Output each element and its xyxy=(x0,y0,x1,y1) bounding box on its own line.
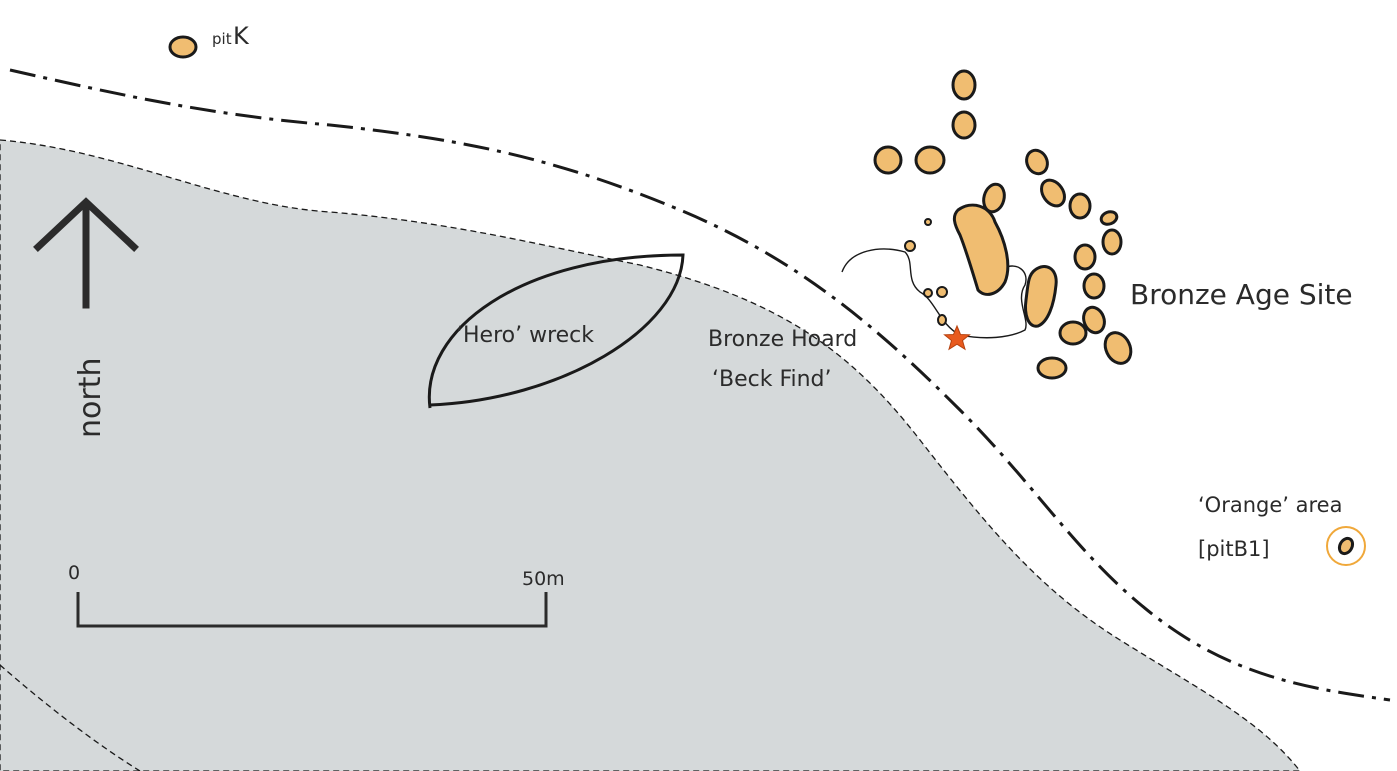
pit xyxy=(1025,148,1049,176)
pit xyxy=(914,145,946,175)
star-icon xyxy=(943,324,971,351)
pit xyxy=(1068,192,1092,220)
pit xyxy=(951,69,977,101)
pit-k-label: K xyxy=(233,22,250,50)
small-pit xyxy=(904,240,916,252)
pit xyxy=(1036,356,1068,380)
bronze-age-site-label: Bronze Age Site xyxy=(1130,278,1353,311)
hero-wreck-label: ‘Hero’ wreck xyxy=(456,323,594,348)
orange-area-pit-label: [pitB1] xyxy=(1198,537,1270,561)
pit xyxy=(1073,243,1097,271)
pit xyxy=(873,145,903,175)
hero-wreck-outline xyxy=(427,253,685,409)
pit-k-label-sub: pit xyxy=(212,30,232,48)
pit xyxy=(1082,305,1106,335)
small-pit xyxy=(923,288,933,298)
scale-bar xyxy=(76,592,548,628)
pit xyxy=(1082,272,1106,300)
scale-start-label: 0 xyxy=(68,562,80,584)
small-pit xyxy=(937,314,947,326)
beck-find-label: ‘Beck Find’ xyxy=(712,367,832,392)
boundary-line xyxy=(9,68,1391,702)
bronze-hoard-label: Bronze Hoard xyxy=(708,327,857,352)
bronze-age-site-pits xyxy=(873,69,1133,380)
pit xyxy=(1101,228,1123,256)
pit-k xyxy=(168,35,198,59)
north-arrow-icon xyxy=(33,197,139,309)
orange-area-label: ‘Orange’ area xyxy=(1198,493,1342,517)
large-pit xyxy=(952,203,1010,296)
orange-area-ring xyxy=(1326,526,1366,566)
north-label: north xyxy=(73,358,108,438)
pit xyxy=(1099,210,1119,226)
pit xyxy=(951,110,977,140)
small-pit xyxy=(936,286,948,298)
orange-area-pit xyxy=(1337,536,1355,556)
lower-edge-line xyxy=(0,664,141,771)
pit xyxy=(1040,178,1066,208)
scale-end-label: 50m xyxy=(522,568,565,590)
small-pit xyxy=(924,218,932,226)
pit xyxy=(1058,320,1088,346)
sea-area xyxy=(0,139,1301,771)
pit xyxy=(1103,331,1133,365)
elongated-pit xyxy=(1024,265,1058,328)
